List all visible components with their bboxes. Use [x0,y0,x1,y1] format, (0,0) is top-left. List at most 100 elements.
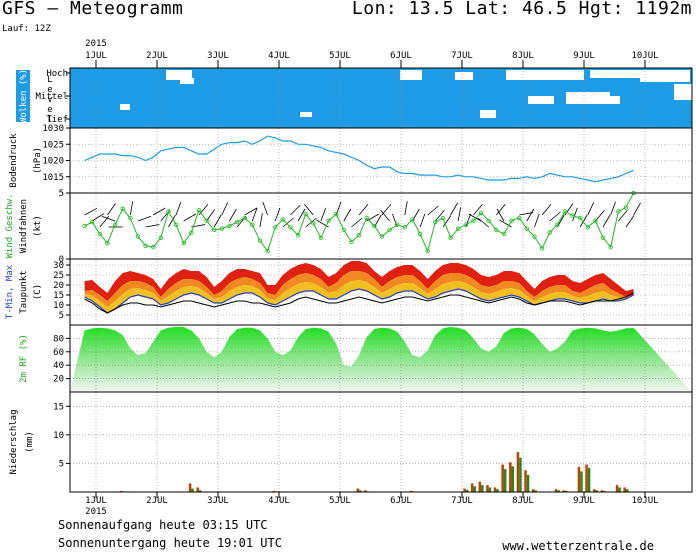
wind-barb [473,204,483,216]
bottom-date-label: 1JUL [85,496,107,506]
wind-ylabel: Windfahnen [19,199,29,253]
wind-speed-point [227,223,232,229]
wind-speed-point [318,235,324,241]
wind-speed-point [600,235,606,241]
bottom-year-label: 2015 [85,507,107,517]
wind-speed-point [471,218,476,223]
precip-shower-bar [191,488,194,492]
wind-barb [152,207,166,216]
wind-barb [244,207,258,216]
wind-speed-point [433,219,438,225]
wind-speed-point [234,219,240,225]
wind-speed-point [577,215,583,221]
precip-shower-bar [534,490,537,492]
wind-speed-point [120,206,125,212]
wind-speed-point [89,219,95,225]
precip-shower-bar [603,490,606,492]
precip-rain-bar [272,490,276,492]
wind-frame [69,192,693,260]
cloud-level-label: Hoch [46,69,68,79]
cloud-level-label: Mittel [35,92,68,102]
wind-barb [343,208,352,222]
wind-speed-point [570,213,575,218]
cloud-blob [455,72,473,80]
wind-barb [84,208,98,216]
cloud-blob [120,104,130,110]
sunset-text: Sonnenuntergang heute 19:01 UTC [58,536,282,550]
temp-ylabel-colored: T-Min, Max [5,264,15,319]
wind-speed-point [272,225,278,230]
wind-barb [404,201,408,216]
wind-speed-point [440,215,446,221]
wind-ylabel-colored: Wind Geschw. [5,193,15,258]
top-date-label: 3JUL [207,51,229,61]
wind-speed-point [211,227,217,233]
precip-rain-bar [577,466,581,492]
wind-barb [175,201,182,216]
humidity-ytick-label: 20 [53,375,64,385]
humidity-ytick-label: 60 [53,348,64,358]
wind-speed-point [417,231,423,237]
precip-shower-bar [564,490,568,492]
precipitation-ytick-label: 15 [53,402,64,412]
wind-barb [198,204,209,216]
top-date-label: 2JUL [146,51,168,61]
wind-speed-series [84,192,635,253]
precip-rain-bar [463,488,466,492]
precip-shower-bar [359,490,362,492]
wind-speed-point [189,230,194,235]
precip-shower-bar [496,489,499,492]
precip-rain-bar [623,487,626,492]
wind-barb [579,214,588,228]
top-date-label: 5JUL [329,51,351,61]
wind-speed-point [295,233,301,238]
wind-speed-point [82,223,87,229]
wind-speed-point [425,248,430,254]
wind-barb [618,210,628,222]
precip-shower-bar [198,490,202,492]
bottom-date-label: 10JUL [631,496,658,506]
top-date-label: 1JUL [85,51,107,61]
wind-barb [499,219,512,228]
wind-speed-point [455,226,461,231]
precip-shower-bar [526,474,530,492]
wind-barb [282,217,294,228]
wind-barb [262,201,268,216]
precip-rain-bar [196,487,199,492]
precip-rain-bar [409,490,413,492]
precip-rain-bar [501,464,504,492]
wind-speed-point [448,235,453,241]
wind-barb [625,215,635,228]
pressure-ytick-label: 1025 [42,140,64,150]
temperature-ytick-label: 25 [53,271,64,281]
cloud-level-axis-letter: e [47,105,52,115]
precip-rain-bar [470,483,474,492]
precipitation-ytick-label: 10 [53,431,64,441]
wind-barb [602,214,611,228]
wind-barb [587,202,595,216]
wind-speed-point [105,240,110,246]
precip-rain-bar [356,488,360,492]
wind-barb [380,210,390,222]
wind-speed-point [250,222,255,227]
wind-speed-point [608,244,613,250]
precip-shower-bar [519,457,522,492]
wind-speed-point [143,243,148,248]
wind-barb [534,213,540,228]
precip-rain-bar [600,490,604,492]
wind-speed-point [524,226,530,231]
wind-barb [468,213,482,222]
temp-max-band [84,261,634,301]
wind-speed-point [341,227,347,233]
cloud-blob [166,70,192,80]
cloud-blob [528,96,554,104]
cloud-level-label: Tief [46,115,68,125]
wind-speed-point [303,211,308,217]
precip-shower-bar [511,466,515,492]
precip-shower-bar [481,485,484,492]
wind-speed-point [112,222,118,227]
wind-barb [251,207,258,222]
wind-barb [633,202,641,216]
temp-mid-band [84,271,634,307]
wind-barb [305,217,317,228]
